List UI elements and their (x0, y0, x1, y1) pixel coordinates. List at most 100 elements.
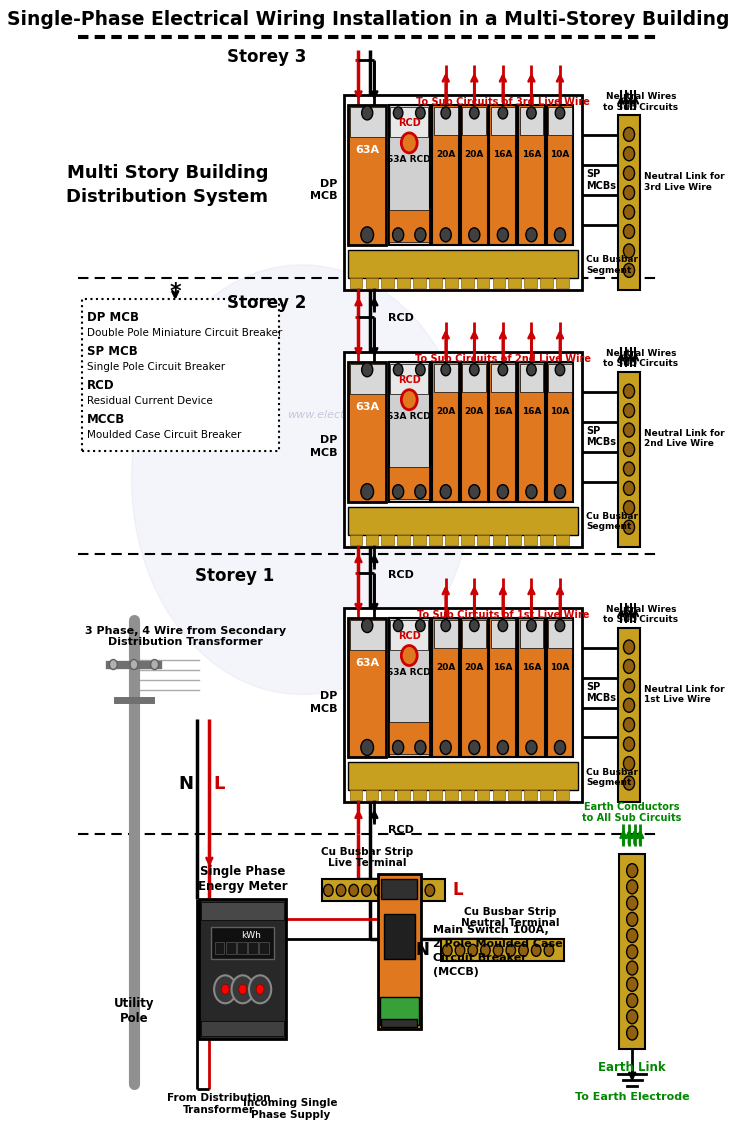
Text: To Sub Circuits of 3rd Live Wire: To Sub Circuits of 3rd Live Wire (416, 97, 590, 107)
Circle shape (441, 107, 450, 119)
Circle shape (623, 640, 634, 654)
Circle shape (555, 107, 565, 119)
Text: 10A: 10A (551, 150, 570, 159)
Bar (477, 277, 489, 287)
Circle shape (469, 740, 480, 755)
Bar (389, 104, 430, 245)
Bar (461, 362, 488, 502)
Text: Cu Busbar
Segment: Cu Busbar Segment (586, 768, 638, 787)
Circle shape (623, 244, 634, 258)
Bar (226, 942, 236, 955)
Bar (348, 618, 386, 758)
Text: MCCB: MCCB (87, 413, 125, 427)
Text: 20A: 20A (464, 408, 484, 417)
Bar (390, 107, 428, 137)
Circle shape (626, 977, 637, 992)
Circle shape (415, 228, 426, 241)
Text: RCD: RCD (87, 380, 115, 392)
Text: Cu Busbar Strip
Live Terminal: Cu Busbar Strip Live Terminal (321, 847, 414, 868)
Bar (461, 277, 473, 287)
Circle shape (623, 185, 634, 200)
Circle shape (387, 885, 397, 896)
Bar (389, 618, 430, 758)
Circle shape (526, 740, 537, 755)
Bar (350, 107, 385, 137)
Circle shape (481, 944, 490, 957)
Circle shape (393, 107, 403, 119)
Circle shape (623, 737, 634, 751)
Text: DP
MCB: DP MCB (311, 436, 338, 458)
Circle shape (626, 944, 637, 959)
Circle shape (401, 390, 417, 410)
Circle shape (498, 364, 508, 376)
Text: Storey 3: Storey 3 (227, 48, 306, 66)
Circle shape (132, 265, 473, 694)
Circle shape (623, 659, 634, 674)
Circle shape (526, 485, 537, 499)
Bar (556, 791, 569, 801)
Circle shape (401, 133, 417, 153)
Circle shape (470, 364, 479, 376)
Text: 16A: 16A (493, 150, 512, 159)
Bar (381, 535, 394, 545)
Text: DP MCB: DP MCB (87, 311, 139, 325)
Circle shape (623, 442, 634, 456)
Circle shape (441, 620, 450, 631)
Bar (556, 277, 569, 287)
Text: DP
MCB: DP MCB (311, 692, 338, 714)
Bar (199, 900, 286, 1039)
Circle shape (249, 975, 271, 1003)
Circle shape (531, 944, 541, 957)
Circle shape (361, 739, 374, 756)
Circle shape (626, 994, 637, 1007)
Bar (547, 618, 573, 758)
Bar (547, 362, 573, 502)
Text: Multi Story Building
Distribution System: Multi Story Building Distribution System (66, 164, 269, 206)
Bar (489, 104, 517, 245)
Circle shape (626, 1010, 637, 1024)
Bar (492, 535, 505, 545)
Circle shape (623, 206, 634, 219)
Circle shape (440, 485, 451, 499)
Circle shape (456, 944, 465, 957)
Circle shape (623, 264, 634, 277)
Text: Storey 2: Storey 2 (227, 294, 306, 312)
Circle shape (623, 718, 634, 732)
Bar (348, 104, 386, 245)
Circle shape (498, 228, 509, 241)
Text: Single-Phase Electrical Wiring Installation in a Multi-Storey Building: Single-Phase Electrical Wiring Installat… (7, 10, 729, 29)
Bar (429, 277, 442, 287)
Bar (540, 791, 553, 801)
Bar (348, 506, 578, 535)
Circle shape (361, 363, 372, 376)
Bar (237, 942, 247, 955)
Bar (441, 939, 564, 961)
Text: 63A RCD: 63A RCD (387, 668, 431, 677)
Circle shape (506, 944, 515, 957)
Text: Main Switch 100A,
2 Pole Moulded Case
Circuit Breaker
(MCCB): Main Switch 100A, 2 Pole Moulded Case Ci… (433, 925, 563, 977)
Circle shape (400, 885, 409, 896)
Circle shape (361, 619, 372, 632)
Bar (432, 618, 459, 758)
Bar (524, 535, 537, 545)
Text: 16A: 16A (522, 150, 541, 159)
Bar (518, 618, 545, 758)
Bar (524, 277, 537, 287)
Bar (556, 535, 569, 545)
Circle shape (623, 501, 634, 514)
Text: RCD: RCD (389, 313, 414, 322)
Circle shape (527, 107, 537, 119)
Text: SP
MCBs: SP MCBs (586, 426, 616, 447)
Bar (548, 364, 572, 392)
Text: Storey 1: Storey 1 (195, 567, 275, 585)
Bar (547, 104, 573, 245)
Bar (520, 107, 543, 135)
Text: Utility
Pole: Utility Pole (114, 997, 155, 1025)
Circle shape (393, 364, 403, 376)
Circle shape (361, 227, 374, 243)
Bar (462, 107, 486, 135)
Circle shape (425, 885, 435, 896)
Bar (520, 364, 543, 392)
Bar (477, 791, 489, 801)
Circle shape (554, 228, 565, 241)
